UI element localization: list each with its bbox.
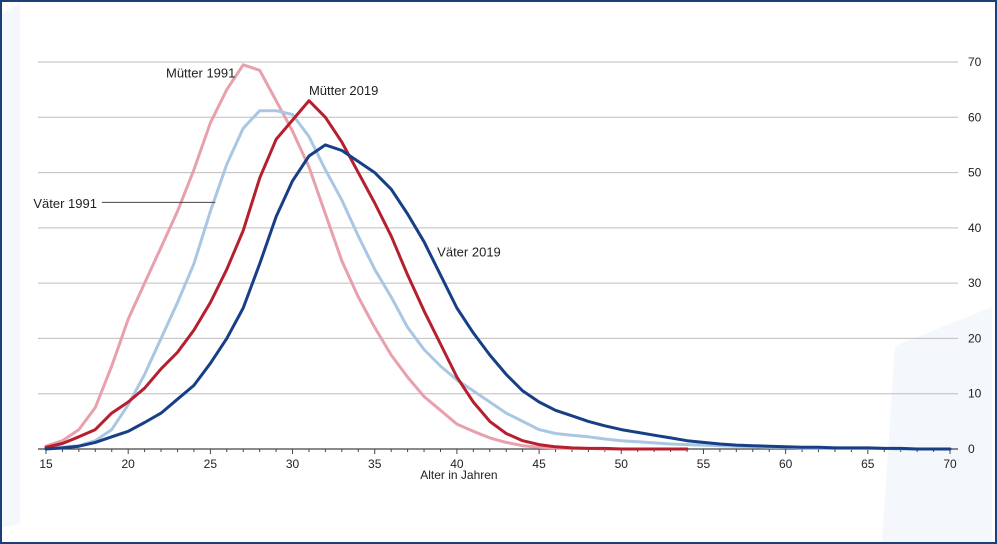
- x-tick-label: 65: [861, 457, 875, 471]
- y-tick-label: 70: [968, 55, 982, 69]
- series-labels: Mütter 1991 Mütter 2019 Väter 1991 Väter 20…: [33, 65, 500, 259]
- x-tick-label: 35: [368, 457, 382, 471]
- y-tick-label: 30: [968, 276, 982, 290]
- x-tick-label: 45: [532, 457, 546, 471]
- series-line-3: [44, 109, 952, 451]
- series-line-1: [44, 63, 623, 451]
- x-tick-label: 60: [779, 457, 793, 471]
- x-tick-label: 40: [450, 457, 464, 471]
- x-tick-label: 20: [122, 457, 136, 471]
- series-lines: [44, 63, 952, 451]
- y-tick-label: 60: [968, 110, 982, 124]
- x-tick-label: 25: [204, 457, 218, 471]
- axis-ticks: 0 10 20 30 40 50 60 70 15 20 25 30 35 40 45 50 55 60 65 70: [39, 55, 981, 471]
- y-tick-label: 40: [968, 221, 982, 235]
- series-label: Mütter 2019: [309, 83, 378, 98]
- x-tick-label: 70: [943, 457, 957, 471]
- x-tick-label: 50: [615, 457, 629, 471]
- y-tick-label: 50: [968, 166, 982, 180]
- y-tick-label: 0: [968, 442, 975, 456]
- series-label: Väter 2019: [437, 245, 501, 260]
- series-line-2: [44, 99, 689, 451]
- y-tick-label: 20: [968, 331, 982, 345]
- x-tick-label: 30: [286, 457, 300, 471]
- series-line-4: [44, 143, 952, 451]
- series-label: Mütter 1991: [166, 65, 235, 80]
- y-tick-label: 10: [968, 387, 982, 401]
- x-tick-label: 15: [39, 457, 53, 471]
- x-tick-label: 55: [697, 457, 711, 471]
- series-label: Väter 1991: [33, 196, 97, 211]
- x-axis-title: Alter in Jahren: [420, 468, 497, 482]
